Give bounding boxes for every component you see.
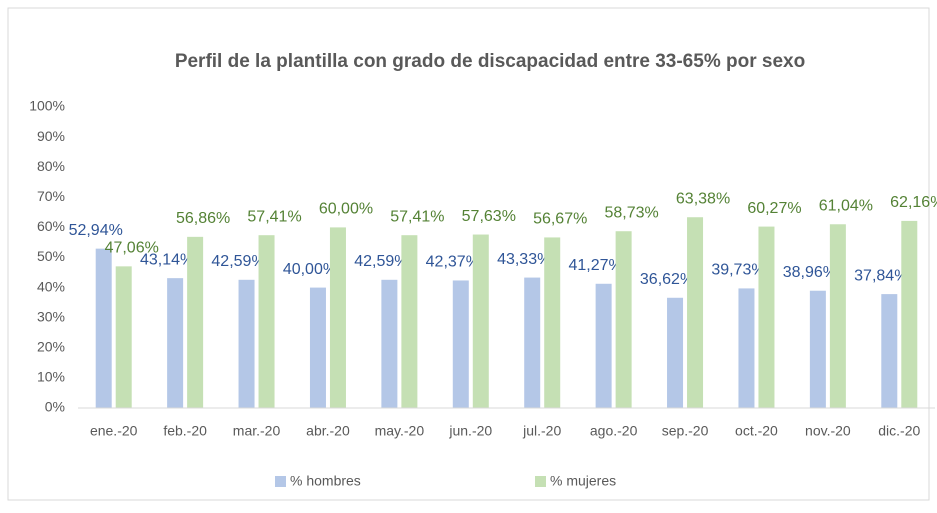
y-tick-label: 30% <box>37 308 65 324</box>
data-label: 60,27% <box>747 200 801 217</box>
bar <box>524 277 541 408</box>
data-label: 42,59% <box>354 253 408 270</box>
bar <box>452 280 469 408</box>
data-label: 61,04% <box>819 197 873 214</box>
bar <box>758 226 775 408</box>
bar <box>238 279 255 408</box>
x-tick-label: dic.-20 <box>878 423 920 439</box>
bar <box>472 234 489 408</box>
data-label: 43,33% <box>497 251 551 268</box>
legend-swatch <box>275 476 286 487</box>
bar <box>829 224 846 408</box>
data-label: 57,63% <box>462 208 516 225</box>
y-tick-label: 40% <box>37 278 65 294</box>
bar <box>615 231 632 408</box>
data-label: 42,59% <box>211 253 265 270</box>
y-tick-label: 60% <box>37 218 65 234</box>
x-tick-label: may.-20 <box>375 423 425 439</box>
data-label: 38,96% <box>783 264 837 281</box>
bar <box>667 297 684 408</box>
bar <box>809 290 826 408</box>
bar <box>738 288 755 408</box>
data-label: 37,84% <box>854 267 908 284</box>
data-label: 58,73% <box>604 204 658 221</box>
bar <box>901 220 918 408</box>
data-label: 52,94% <box>69 222 123 239</box>
bar <box>115 266 132 408</box>
data-label: 36,62% <box>640 271 694 288</box>
bar <box>95 248 112 408</box>
data-label: 42,37% <box>426 254 480 271</box>
data-label: 39,73% <box>711 262 765 279</box>
bar <box>187 236 204 408</box>
bar <box>329 227 346 408</box>
y-tick-label: 100% <box>29 98 65 114</box>
x-tick-label: mar.-20 <box>233 423 281 439</box>
data-label: 63,38% <box>676 190 730 207</box>
x-tick-label: abr.-20 <box>306 423 350 439</box>
bar <box>167 278 184 408</box>
y-tick-label: 90% <box>37 128 65 144</box>
data-label: 56,86% <box>176 210 230 227</box>
data-label: 41,27% <box>568 257 622 274</box>
data-label: 57,41% <box>390 208 444 225</box>
data-label: 57,41% <box>247 208 301 225</box>
legend-label: % mujeres <box>550 473 616 489</box>
bar <box>309 287 326 408</box>
y-tick-label: 70% <box>37 188 65 204</box>
y-tick-label: 20% <box>37 339 65 355</box>
bar <box>881 294 898 408</box>
data-label: 47,06% <box>105 240 159 257</box>
legend-label: % hombres <box>290 473 361 489</box>
bar <box>401 235 418 408</box>
bar <box>595 283 612 408</box>
data-label: 60,00% <box>319 201 373 218</box>
x-tick-label: oct.-20 <box>735 423 778 439</box>
data-label: 43,14% <box>140 251 194 268</box>
data-label: 62,16% <box>890 194 937 211</box>
y-tick-label: 80% <box>37 158 65 174</box>
x-tick-label: sep.-20 <box>662 423 709 439</box>
y-tick-label: 0% <box>45 399 65 415</box>
chart-title: Perfil de la plantilla con grado de disc… <box>175 51 805 72</box>
x-tick-label: ago.-20 <box>590 423 638 439</box>
x-tick-label: feb.-20 <box>163 423 207 439</box>
bar <box>258 235 275 408</box>
bar <box>687 217 704 408</box>
x-tick-label: nov.-20 <box>805 423 851 439</box>
data-label: 40,00% <box>283 261 337 278</box>
x-tick-label: jun.-20 <box>448 423 492 439</box>
y-tick-label: 10% <box>37 369 65 385</box>
chart-border <box>7 7 930 501</box>
data-label: 56,67% <box>533 211 587 228</box>
x-tick-label: jul.-20 <box>522 423 561 439</box>
x-tick-label: ene.-20 <box>90 423 138 439</box>
legend-swatch <box>535 476 546 487</box>
bar <box>381 279 398 408</box>
y-tick-label: 50% <box>37 248 65 264</box>
bar <box>544 237 561 408</box>
